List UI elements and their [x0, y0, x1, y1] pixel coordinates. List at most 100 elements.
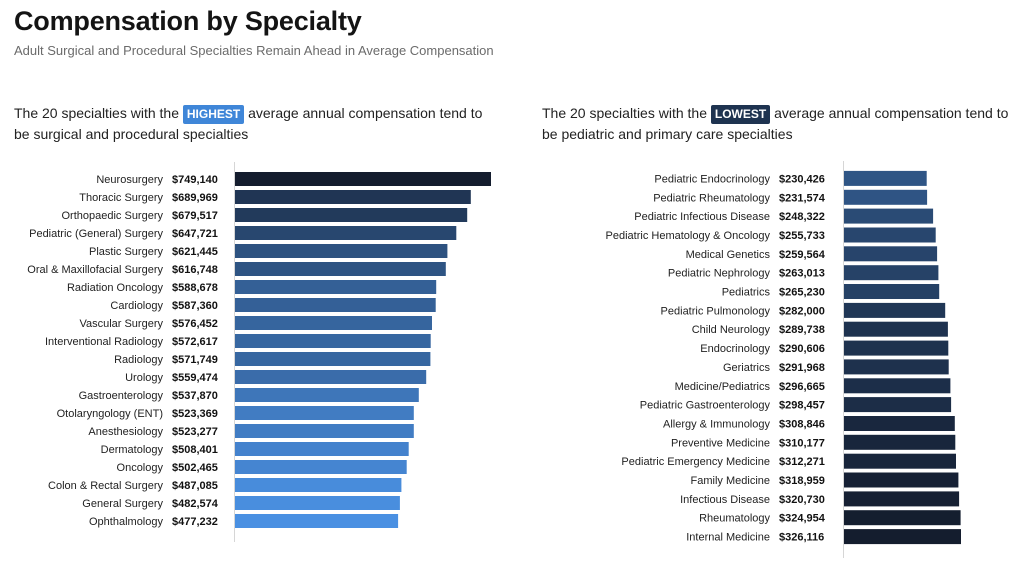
- bar: [235, 316, 432, 330]
- category-label: Pediatrics: [722, 287, 771, 299]
- value-label: $255,733: [779, 230, 825, 242]
- value-label: $559,474: [172, 372, 219, 384]
- bar: [844, 321, 948, 337]
- left-heading-text-after: average annual compensation tend to be s…: [14, 105, 483, 142]
- highest-compensation-chart: Neurosurgery $749,140 Thoracic Surgery $689…: [27, 162, 491, 542]
- category-label: General Surgery: [82, 498, 163, 510]
- category-label: Pediatric Emergency Medicine: [621, 456, 770, 468]
- value-label: $298,457: [779, 400, 825, 412]
- page-title: Compensation by Specialty: [14, 6, 362, 36]
- value-label: $537,870: [172, 390, 218, 402]
- category-label: Pediatric Rheumatology: [653, 192, 770, 204]
- value-label: $689,969: [172, 192, 218, 204]
- value-label: $326,116: [779, 532, 824, 544]
- category-label: Geriatrics: [723, 362, 771, 374]
- category-label: Medical Genetics: [686, 249, 771, 261]
- bar: [844, 340, 949, 356]
- category-label: Pediatric Gastroenterology: [640, 400, 771, 412]
- category-label: Thoracic Surgery: [79, 192, 163, 204]
- bar: [235, 406, 414, 420]
- bar: [235, 208, 468, 222]
- bar: [844, 227, 936, 243]
- category-label: Ophthalmology: [89, 516, 163, 528]
- bar: [235, 298, 436, 312]
- value-label: $576,452: [172, 318, 218, 330]
- category-label: Internal Medicine: [686, 532, 770, 544]
- bar: [235, 514, 399, 528]
- bar: [844, 529, 961, 545]
- category-label: Infectious Disease: [680, 494, 770, 506]
- value-label: $308,846: [779, 419, 825, 431]
- value-label: $263,013: [779, 268, 825, 280]
- value-label: $248,322: [779, 211, 825, 223]
- bar: [844, 378, 951, 394]
- lowest-compensation-chart: Pediatric Endocrinology $230,426 Pediatric…: [606, 161, 961, 558]
- right-panel-heading: The 20 specialties with the LOWEST avera…: [542, 103, 1022, 144]
- category-label: Rheumatology: [699, 513, 770, 525]
- bar: [844, 510, 961, 526]
- value-label: $482,574: [172, 498, 219, 510]
- bar: [844, 302, 946, 318]
- value-label: $310,177: [779, 437, 825, 449]
- value-label: $289,738: [779, 324, 825, 336]
- category-label: Preventive Medicine: [671, 437, 770, 449]
- bar: [235, 388, 419, 402]
- bar: [844, 472, 959, 488]
- value-label: $265,230: [779, 287, 825, 299]
- category-label: Orthopaedic Surgery: [62, 210, 164, 222]
- category-label: Neurosurgery: [96, 174, 163, 186]
- category-label: Pediatric Endocrinology: [654, 173, 770, 185]
- category-label: Urology: [125, 372, 163, 384]
- bar: [844, 265, 939, 281]
- bar: [844, 208, 934, 224]
- value-label: $259,564: [779, 249, 826, 261]
- category-label: Pediatric Hematology & Oncology: [606, 230, 771, 242]
- right-heading-text-before: The 20 specialties with the: [542, 105, 711, 121]
- category-label: Family Medicine: [691, 475, 770, 487]
- category-label: Medicine/Pediatrics: [675, 381, 771, 393]
- bar: [844, 491, 960, 507]
- value-label: $296,665: [779, 381, 825, 393]
- bar: [235, 478, 402, 492]
- left-panel-heading: The 20 specialties with the HIGHEST aver…: [14, 103, 494, 144]
- category-label: Interventional Radiology: [45, 336, 164, 348]
- bar: [235, 352, 431, 366]
- bar: [844, 284, 940, 299]
- bar: [235, 280, 437, 294]
- value-label: $508,401: [172, 444, 218, 456]
- category-label: Oral & Maxillofacial Surgery: [27, 264, 163, 276]
- bar: [235, 262, 446, 276]
- value-label: $312,271: [779, 456, 825, 468]
- value-label: $290,606: [779, 343, 825, 355]
- page-subtitle: Adult Surgical and Procedural Specialtie…: [14, 43, 494, 58]
- category-label: Vascular Surgery: [79, 318, 163, 330]
- highest-badge: HIGHEST: [182, 105, 245, 124]
- value-label: $523,277: [172, 426, 218, 438]
- category-label: Anesthesiology: [88, 426, 163, 438]
- category-label: Cardiology: [110, 300, 163, 312]
- category-label: Radiology: [114, 354, 163, 366]
- lowest-badge: LOWEST: [710, 105, 771, 124]
- bar: [844, 453, 956, 469]
- bar: [235, 334, 431, 348]
- category-label: Pediatric Nephrology: [668, 268, 771, 280]
- value-label: $571,749: [172, 354, 218, 366]
- category-label: Oncology: [117, 462, 164, 474]
- left-heading-text-before: The 20 specialties with the: [14, 105, 183, 121]
- value-label: $588,678: [172, 282, 218, 294]
- value-label: $318,959: [779, 475, 825, 487]
- value-label: $477,232: [172, 516, 218, 528]
- bar: [235, 496, 400, 510]
- value-label: $282,000: [779, 305, 825, 317]
- value-label: $616,748: [172, 264, 218, 276]
- value-label: $621,445: [172, 246, 218, 258]
- value-label: $320,730: [779, 494, 825, 506]
- value-label: $749,140: [172, 174, 218, 186]
- value-label: $231,574: [779, 192, 826, 204]
- bar: [235, 370, 427, 384]
- category-label: Dermatology: [101, 444, 164, 456]
- value-label: $679,517: [172, 210, 218, 222]
- bar: [235, 190, 471, 204]
- value-label: $523,369: [172, 408, 218, 420]
- category-label: Otolaryngology (ENT): [57, 408, 163, 420]
